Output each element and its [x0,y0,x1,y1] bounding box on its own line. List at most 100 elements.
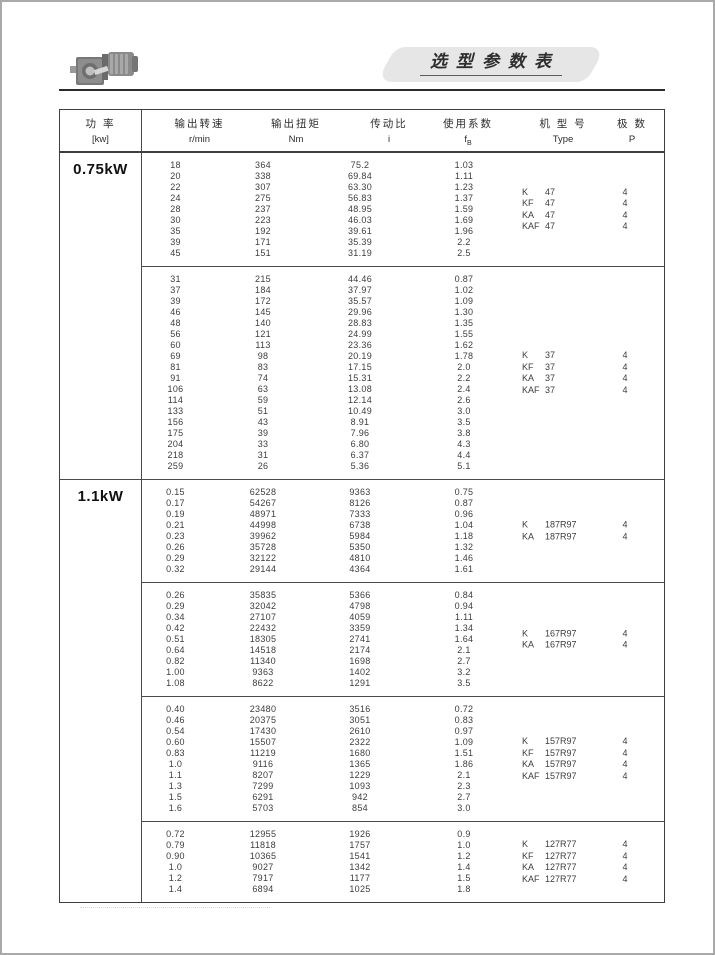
cell-value: 1.8 [457,884,471,894]
gearmotor-photo [70,52,138,85]
poles-value: 4 [622,186,628,197]
cell-value: 4.4 [457,450,471,460]
model-code: KF 37 [522,361,556,372]
cell-value: 91 [170,373,181,383]
table-row: 156 43 8.91 3.5 [142,417,664,428]
cell-value: 29.96 [347,307,373,317]
cell-value: 0.83 [166,748,185,758]
cell-value: 60 [170,340,181,350]
model-code: K 157R97 [522,736,577,746]
cell-value: 2.7 [457,656,471,666]
cell-value: 37 [170,285,181,295]
cell-value: 192 [255,226,271,236]
table-row: 1.6 5703 854 3.0 [142,803,664,814]
cell-value: 1.34 [454,623,474,633]
cell-value: 11219 [250,748,276,758]
cell-value: 1926 [349,829,371,839]
cell-value: 44.46 [347,274,373,284]
table-row: 0.29 32042 4798 0.94 [142,601,664,612]
cell-value: 1.51 [454,748,474,758]
cell-value: 1.62 [454,340,474,350]
cell-value: 35835 [249,590,277,600]
cell-value: 56.83 [347,193,373,203]
cell-value: 1.4 [457,862,471,872]
model-code: KA 157R97 [522,759,577,769]
table-row: 0.17 54267 8126 0.87 [142,498,664,509]
model-code: KA 187R97 [522,531,577,541]
cell-value: 6894 [252,884,274,894]
table-row: 0.46 20375 3051 0.83 [142,715,664,726]
cell-value: 45 [170,248,181,258]
type-row: KAF 127R77 4 [522,874,656,886]
cell-value: 1.11 [454,612,474,622]
type-row: KA 167R97 4 [522,640,656,652]
cell-value: 15.31 [347,373,373,383]
cell-value: 2.0 [457,362,471,372]
power-section: 0.75kW 18 364 75.2 1.03 20 338 69.84 1.11 22 307 63… [60,153,664,479]
poles-value: 4 [622,384,628,395]
cell-value: 0.94 [454,601,474,611]
cell-value: 28 [170,204,181,214]
cell-value: 1.08 [166,678,185,688]
cell-value: 1.46 [454,553,474,563]
cell-value: 215 [255,274,271,284]
poles-value: 4 [622,759,628,769]
poles-value: 4 [622,350,628,360]
header-ratio: 传动比 i [370,118,408,145]
cell-value: 114 [167,395,184,405]
cell-value: 0.83 [454,715,474,725]
table-row: 0.72 12955 1926 0.9 [142,829,664,840]
cell-value: 3359 [349,623,371,633]
cell-value: 32122 [249,553,277,563]
table-row: 106 63 13.08 2.4 [142,384,664,395]
model-code: KAF 47 [522,221,556,231]
table-row: 0.29 32122 4810 1.46 [142,553,664,564]
cell-value: 37.97 [347,285,373,295]
type-row: KA 47 4 [522,210,656,222]
table-row: 0.79 11818 1757 1.0 [142,840,664,851]
cell-value: 0.42 [166,623,185,633]
cell-value: 9363 [252,667,274,677]
table-row: 1.0 9027 1342 1.4 [142,862,664,873]
poles-value: 4 [622,639,628,650]
table-row: 1.0 9116 1365 1.86 [142,759,664,770]
table-row: 1.2 7917 1177 1.5 [142,873,664,884]
cell-value: 1.78 [454,351,474,361]
model-code: K 37 [522,350,556,360]
page-title: 选型参数表 [420,51,562,76]
cell-value: 31.19 [347,248,373,258]
cell-value: 0.32 [166,564,185,574]
type-row: KA 37 4 [522,373,656,385]
cell-value: 0.34 [166,612,185,622]
cell-value: 204 [167,439,184,449]
cell-value: 2.2 [457,373,471,383]
selection-table: 功 率 [kw] 输出转速 r/min 输出扭矩 Nm 传动比 i 使用系数 [59,109,665,903]
type-list: K 47 4 KF 47 4 KA 47 4 KAF 47 4 [522,187,656,233]
ratio-block: 0.40 23480 3516 0.72 0.46 20375 3051 0.83 0.54 17… [142,696,664,821]
cell-value: 56 [170,329,181,339]
table-row: 35 192 39.61 1.96 [142,226,664,237]
cell-value: 59 [257,395,269,405]
model-code: K 187R97 [522,519,577,530]
model-code: K 167R97 [522,628,577,638]
cell-value: 2.5 [457,248,471,258]
cell-value: 171 [255,237,271,247]
cell-value: 30 [170,215,181,225]
cell-value: 2.2 [457,237,471,247]
cell-value: 31 [170,274,181,284]
cell-value: 39 [170,237,181,247]
cell-value: 63 [257,384,269,394]
type-row: K 157R97 4 [522,736,656,748]
table-row: 0.26 35835 5366 0.84 [142,590,664,601]
table-row: 1.00 9363 1402 3.2 [142,667,664,678]
cell-value: 307 [255,182,271,192]
table-row: 56 121 24.99 1.55 [142,329,664,340]
ratio-block: 31 215 44.46 0.87 37 184 37.97 1.02 39 172 35.57 1.… [142,266,664,479]
cell-value: 1.5 [168,792,183,802]
table-row: 0.21 44998 6738 1.04 [142,520,664,531]
poles-value: 4 [622,873,628,884]
type-row: KF 127R77 4 [522,851,656,863]
cell-value: 0.23 [166,531,185,541]
cell-value: 4810 [349,553,371,563]
